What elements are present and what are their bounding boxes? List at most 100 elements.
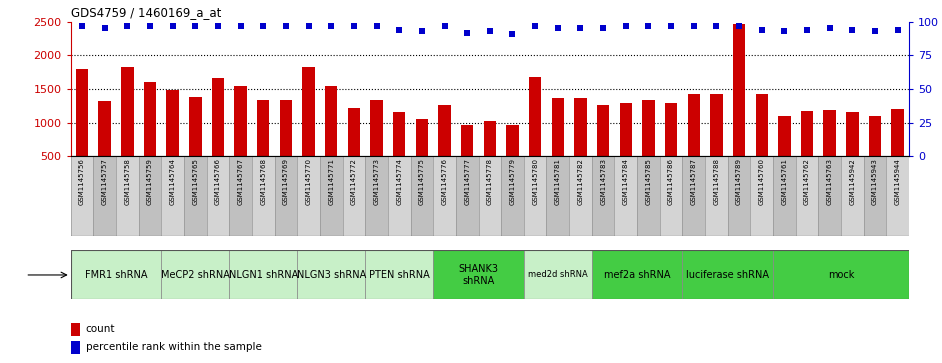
Text: GDS4759 / 1460169_a_at: GDS4759 / 1460169_a_at bbox=[71, 6, 221, 19]
Bar bbox=[365, 250, 433, 299]
Bar bbox=[298, 156, 320, 236]
Bar bbox=[144, 82, 156, 156]
Text: count: count bbox=[86, 324, 115, 334]
Bar bbox=[167, 90, 179, 156]
Bar bbox=[524, 156, 546, 236]
Bar bbox=[257, 100, 269, 156]
Point bbox=[233, 23, 248, 29]
Point bbox=[800, 27, 815, 33]
Point bbox=[347, 23, 362, 29]
Point bbox=[120, 23, 135, 29]
Text: GSM1145762: GSM1145762 bbox=[804, 159, 810, 205]
Point bbox=[890, 27, 905, 33]
Text: GSM1145944: GSM1145944 bbox=[895, 159, 901, 205]
Text: mef2a shRNA: mef2a shRNA bbox=[604, 270, 671, 280]
Text: MeCP2 shRNA: MeCP2 shRNA bbox=[161, 270, 230, 280]
Bar bbox=[433, 156, 456, 236]
Point bbox=[641, 23, 656, 29]
Bar bbox=[71, 156, 93, 236]
Bar bbox=[801, 111, 813, 156]
Text: GSM1145787: GSM1145787 bbox=[690, 159, 697, 205]
Bar bbox=[365, 156, 388, 236]
Bar bbox=[891, 109, 904, 156]
Text: GSM1145771: GSM1145771 bbox=[328, 159, 334, 205]
Bar bbox=[75, 69, 89, 156]
Bar bbox=[506, 125, 519, 156]
Bar bbox=[778, 116, 790, 156]
Point bbox=[822, 25, 837, 31]
Bar bbox=[614, 156, 637, 236]
Point bbox=[279, 23, 294, 29]
Bar bbox=[235, 86, 247, 156]
Bar bbox=[184, 156, 206, 236]
Bar bbox=[348, 108, 360, 156]
Bar bbox=[682, 156, 706, 236]
Bar bbox=[706, 156, 728, 236]
Text: GSM1145765: GSM1145765 bbox=[192, 159, 198, 205]
Bar bbox=[546, 156, 569, 236]
Text: GSM1145785: GSM1145785 bbox=[645, 159, 652, 205]
Point bbox=[868, 28, 883, 34]
Bar bbox=[620, 103, 632, 156]
Text: GSM1145788: GSM1145788 bbox=[713, 159, 720, 205]
Text: GSM1145786: GSM1145786 bbox=[668, 159, 674, 205]
Point bbox=[437, 23, 452, 29]
Bar bbox=[98, 101, 111, 156]
Bar bbox=[189, 97, 202, 156]
Bar bbox=[819, 156, 841, 236]
Text: FMR1 shRNA: FMR1 shRNA bbox=[85, 270, 147, 280]
Bar bbox=[206, 156, 229, 236]
Bar bbox=[116, 156, 138, 236]
Bar bbox=[659, 156, 682, 236]
Bar bbox=[212, 78, 224, 156]
Point bbox=[755, 27, 770, 33]
Bar bbox=[433, 250, 524, 299]
Point bbox=[392, 27, 407, 33]
Point bbox=[369, 23, 384, 29]
Bar bbox=[846, 112, 858, 156]
Point bbox=[324, 23, 339, 29]
Bar bbox=[122, 68, 134, 156]
Bar bbox=[161, 156, 184, 236]
Text: GSM1145758: GSM1145758 bbox=[124, 159, 130, 205]
Point bbox=[686, 23, 701, 29]
Bar bbox=[393, 113, 405, 156]
Bar bbox=[597, 105, 609, 156]
Bar bbox=[751, 156, 773, 236]
Bar bbox=[320, 156, 343, 236]
Bar bbox=[343, 156, 365, 236]
Point bbox=[165, 23, 180, 29]
Bar bbox=[479, 156, 501, 236]
Point bbox=[414, 28, 430, 34]
Bar bbox=[280, 100, 292, 156]
Point bbox=[709, 23, 724, 29]
Point bbox=[460, 30, 475, 36]
Text: SHANK3
shRNA: SHANK3 shRNA bbox=[459, 264, 498, 286]
Bar bbox=[642, 100, 655, 156]
Point bbox=[550, 25, 565, 31]
Point bbox=[301, 23, 317, 29]
Text: GSM1145782: GSM1145782 bbox=[577, 159, 583, 205]
Text: GSM1145784: GSM1145784 bbox=[623, 159, 629, 205]
Point bbox=[482, 28, 497, 34]
Bar bbox=[773, 156, 796, 236]
Point bbox=[618, 23, 633, 29]
Bar bbox=[71, 323, 80, 336]
Point bbox=[97, 25, 112, 31]
Bar bbox=[569, 156, 592, 236]
Bar bbox=[524, 250, 592, 299]
Text: GSM1145778: GSM1145778 bbox=[487, 159, 493, 205]
Bar bbox=[592, 156, 614, 236]
Bar bbox=[688, 94, 700, 156]
Text: GSM1145763: GSM1145763 bbox=[827, 159, 833, 205]
Bar bbox=[274, 156, 298, 236]
Text: GSM1145781: GSM1145781 bbox=[555, 159, 560, 205]
Text: GSM1145767: GSM1145767 bbox=[237, 159, 244, 205]
Text: GSM1145766: GSM1145766 bbox=[215, 159, 221, 205]
Bar bbox=[456, 156, 479, 236]
Bar bbox=[415, 119, 428, 156]
Text: GSM1145759: GSM1145759 bbox=[147, 159, 153, 205]
Text: GSM1145768: GSM1145768 bbox=[260, 159, 267, 205]
Text: NLGN1 shRNA: NLGN1 shRNA bbox=[229, 270, 298, 280]
Point bbox=[187, 23, 203, 29]
